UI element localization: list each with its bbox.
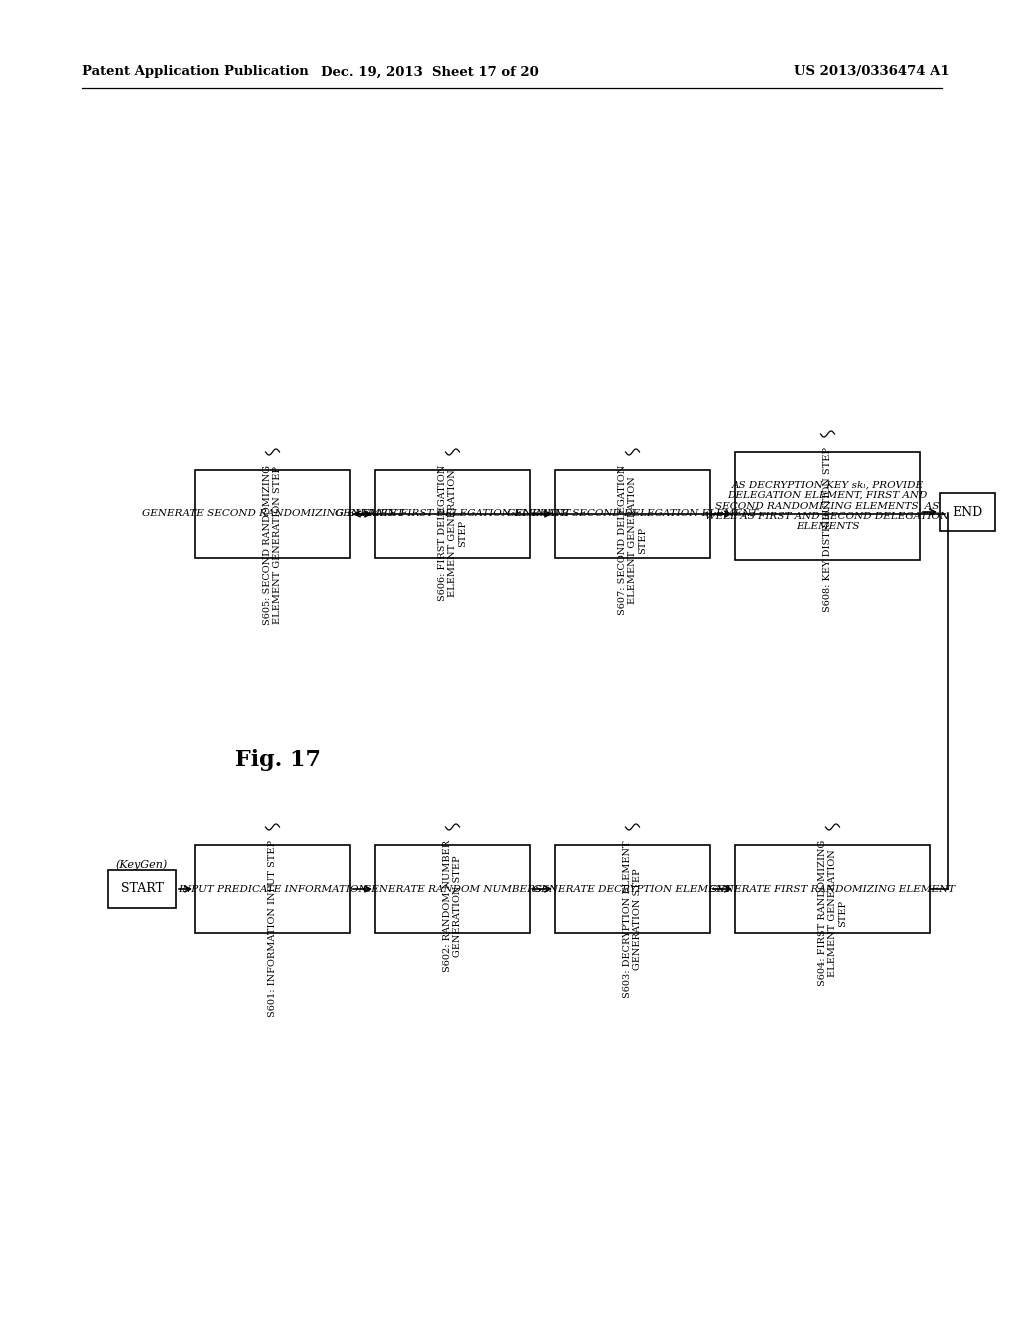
Text: Dec. 19, 2013  Sheet 17 of 20: Dec. 19, 2013 Sheet 17 of 20 — [322, 66, 539, 78]
Text: GENERATE SECOND DELEGATION ELEMENT: GENERATE SECOND DELEGATION ELEMENT — [507, 510, 758, 519]
Bar — [195, 470, 350, 558]
Text: S604: FIRST RANDOMIZING
ELEMENT GENERATION
STEP: S604: FIRST RANDOMIZING ELEMENT GENERATI… — [817, 840, 848, 986]
Text: GENERATE DECRYPTION ELEMENT: GENERATE DECRYPTION ELEMENT — [534, 884, 732, 894]
Text: GENERATE FIRST RANDOMIZING ELEMENT: GENERATE FIRST RANDOMIZING ELEMENT — [710, 884, 955, 894]
Text: GENERATE RANDOM NUMBERS: GENERATE RANDOM NUMBERS — [362, 884, 542, 894]
Text: Fig. 17: Fig. 17 — [234, 748, 321, 771]
Text: INPUT PREDICATE INFORMATION: INPUT PREDICATE INFORMATION — [178, 884, 368, 894]
Text: S608: KEY DISTRIBUTION STEP: S608: KEY DISTRIBUTION STEP — [823, 447, 831, 612]
Bar — [375, 470, 530, 558]
Text: GENERATE SECOND RANDOMIZING ELEMENT: GENERATE SECOND RANDOMIZING ELEMENT — [141, 510, 403, 519]
Bar — [108, 870, 176, 908]
Bar — [555, 845, 710, 933]
Text: S605: SECOND RANDOMIZING
ELEMENT GENERATION STEP: S605: SECOND RANDOMIZING ELEMENT GENERAT… — [263, 465, 283, 624]
Bar — [735, 845, 930, 933]
Text: S602: RANDOM NUMBER
GENERATION STEP: S602: RANDOM NUMBER GENERATION STEP — [442, 840, 462, 972]
Bar — [735, 451, 920, 560]
Text: US 2013/0336474 A1: US 2013/0336474 A1 — [795, 66, 950, 78]
Text: (KeyGen): (KeyGen) — [115, 859, 167, 870]
Text: S606: FIRST DELEGATION
ELEMENT GENERATION
STEP: S606: FIRST DELEGATION ELEMENT GENERATIO… — [437, 465, 467, 601]
Text: GENERATE FIRST DELEGATION ELEMENT: GENERATE FIRST DELEGATION ELEMENT — [335, 510, 570, 519]
Text: S601: INFORMATION INPUT STEP: S601: INFORMATION INPUT STEP — [268, 840, 278, 1018]
Text: S607: SECOND DELEGATION
ELEMENT GENERATION
STEP: S607: SECOND DELEGATION ELEMENT GENERATI… — [617, 465, 647, 615]
Text: AS DECRYPTION KEY skₗ, PROVIDE
DELEGATION ELEMENT, FIRST AND
SECOND RANDOMIZING : AS DECRYPTION KEY skₗ, PROVIDE DELEGATIO… — [706, 480, 949, 531]
Text: START: START — [121, 883, 164, 895]
Text: END: END — [952, 506, 983, 519]
Text: S603: DECRYPTION ELEMENT
GENERATION STEP: S603: DECRYPTION ELEMENT GENERATION STEP — [623, 840, 642, 998]
Text: Patent Application Publication: Patent Application Publication — [82, 66, 309, 78]
Bar — [195, 845, 350, 933]
Bar — [375, 845, 530, 933]
Bar — [940, 492, 995, 531]
Bar — [555, 470, 710, 558]
